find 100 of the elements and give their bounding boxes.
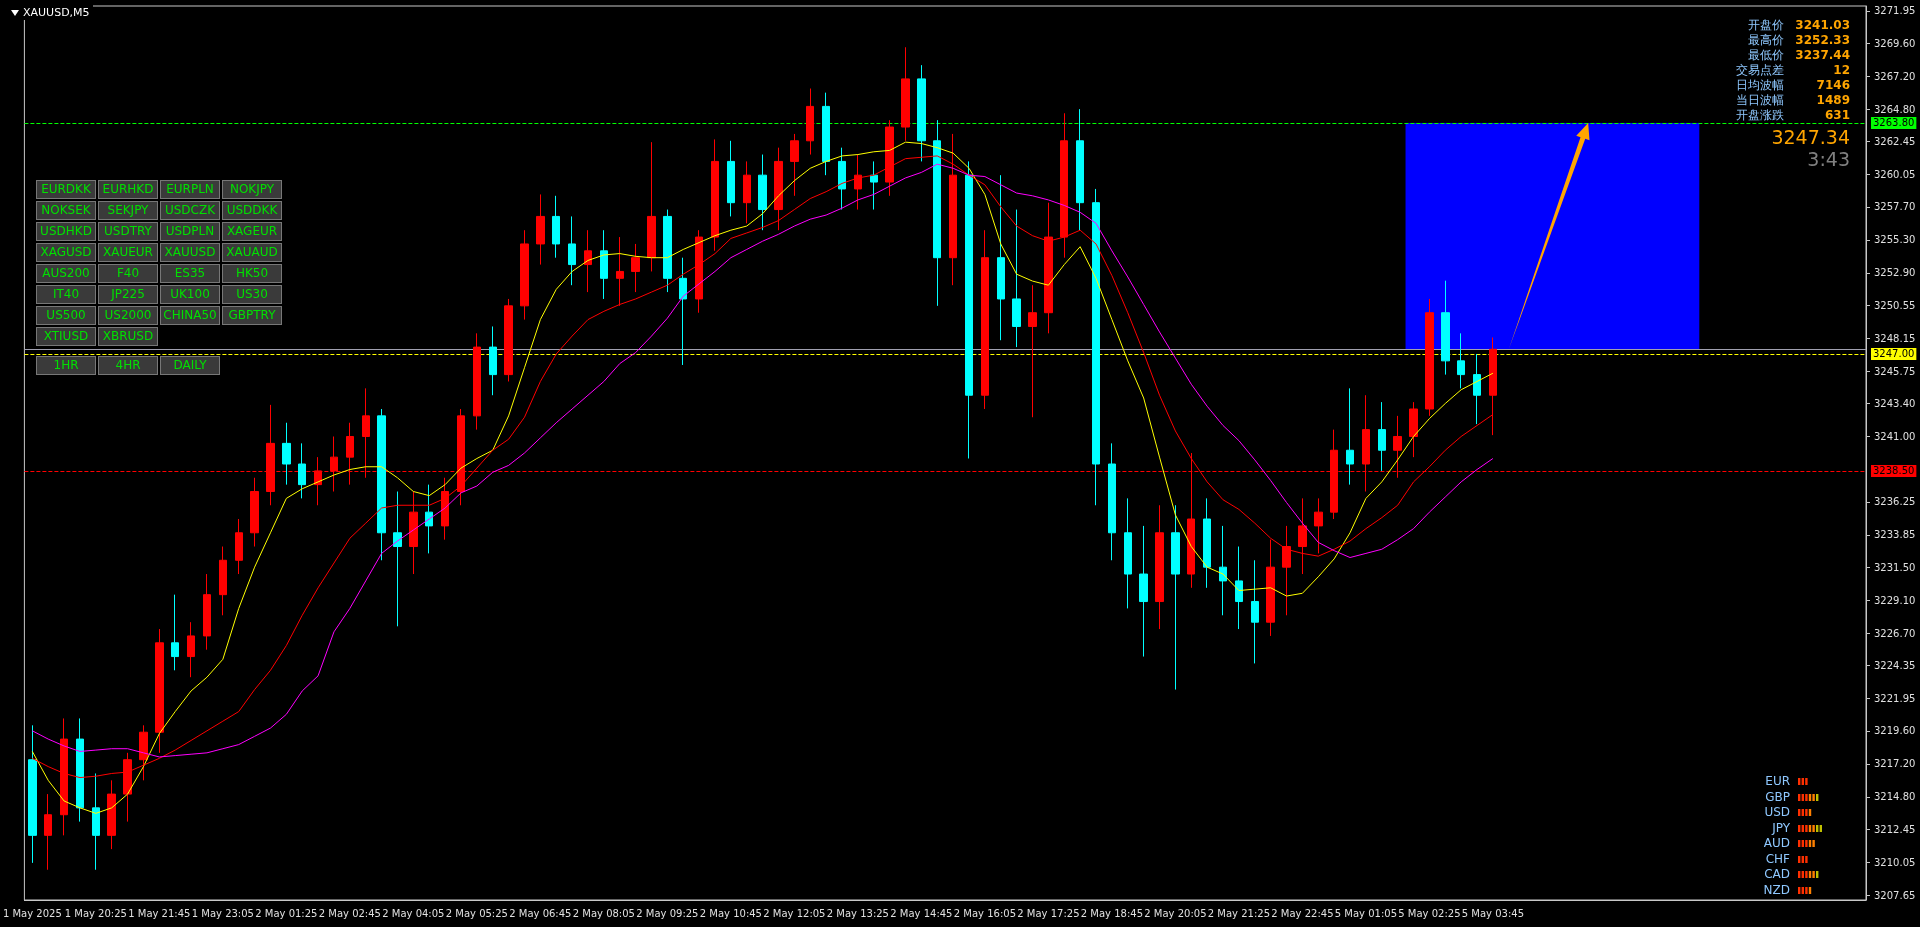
annotation: 3247.34 — [1771, 126, 1850, 148]
candlestick — [711, 138, 719, 252]
candlestick — [155, 628, 164, 754]
button[interactable]: EURPLN — [160, 180, 220, 199]
button[interactable]: USDDKK — [222, 201, 282, 220]
button[interactable]: NOKJPY — [222, 180, 282, 199]
button[interactable]: XTIUSD — [36, 327, 96, 346]
candlestick — [584, 229, 592, 293]
y-tick-label: 3241.00 — [1874, 431, 1916, 442]
button[interactable]: SEKJPY — [98, 201, 158, 220]
x-tick-label: 1 May 20:25 — [64, 907, 127, 919]
x-tick-label: 2 May 08:05 — [572, 907, 635, 919]
candlestick — [235, 518, 243, 575]
button[interactable]: XBRUSD — [98, 327, 158, 346]
button[interactable]: USDTRY — [98, 222, 158, 241]
x-tick-label: 2 May 05:25 — [445, 907, 508, 919]
x-tick-label: 2 May 10:45 — [699, 907, 762, 919]
button[interactable]: JP225 — [98, 285, 158, 304]
button[interactable]: USDCZK — [160, 201, 220, 220]
y-tick-label: 3252.90 — [1874, 267, 1916, 279]
button[interactable]: GBPTRY — [222, 306, 282, 325]
candlestick — [1108, 442, 1116, 561]
button[interactable]: HK50 — [222, 264, 282, 283]
button[interactable]: US500 — [36, 306, 96, 325]
annotation: USD — [1763, 805, 1791, 821]
x-tick-label: 5 May 01:05 — [1334, 907, 1398, 919]
y-tick-label: 3269.60 — [1874, 37, 1916, 49]
button[interactable]: USDPLN — [160, 222, 220, 241]
candlestick — [425, 484, 433, 554]
button[interactable]: IT40 — [36, 285, 96, 304]
candlestick — [1076, 108, 1084, 231]
candlestick — [1473, 353, 1481, 425]
candlestick — [1282, 525, 1291, 616]
button[interactable]: F40 — [98, 264, 158, 283]
button[interactable]: 4HR — [98, 356, 158, 375]
button[interactable]: 1HR — [36, 356, 96, 375]
candlestick — [282, 422, 291, 486]
candlestick — [1409, 401, 1418, 458]
y-tick-label: 3210.05 — [1874, 856, 1916, 868]
candlestick — [171, 594, 179, 671]
button[interactable]: US30 — [222, 285, 282, 304]
x-tick-label: 5 May 03:45 — [1461, 907, 1525, 919]
button[interactable]: UK100 — [160, 285, 220, 304]
y-tick-label: 3231.50 — [1874, 561, 1916, 573]
candlestick — [76, 717, 84, 823]
candlestick — [901, 46, 910, 142]
button[interactable]: XAUEUR — [98, 243, 158, 262]
button[interactable]: US2000 — [98, 306, 158, 325]
candlestick — [250, 477, 259, 548]
x-tick-label: 2 May 20:05 — [1144, 907, 1207, 919]
candlestick — [568, 215, 576, 286]
candlestick — [393, 491, 402, 627]
candlestick — [933, 119, 941, 307]
x-tick-label: 2 May 09:25 — [636, 907, 699, 919]
button[interactable]: NOKSEK — [36, 201, 96, 220]
y-tick-label: 3267.20 — [1874, 70, 1916, 82]
button[interactable]: EURHKD — [98, 180, 158, 199]
button[interactable]: ES35 — [160, 264, 220, 283]
y-tick-label: 3207.65 — [1874, 889, 1916, 901]
x-tick-label: 2 May 06:45 — [509, 907, 572, 919]
candlestick — [1251, 559, 1259, 664]
candlestick — [1346, 387, 1354, 486]
button[interactable]: EURDKK — [36, 180, 96, 199]
annotation: CAD — [1763, 867, 1791, 883]
candlestick — [663, 209, 672, 293]
candlestick — [727, 140, 735, 217]
y-tick-label: 3236.25 — [1874, 496, 1916, 508]
button[interactable]: XAUAUD — [222, 243, 282, 262]
x-tick-label: 2 May 01:25 — [255, 907, 318, 919]
text: 当日波幅 1489 — [1736, 93, 1850, 107]
y-tick-label: 3264.80 — [1874, 103, 1916, 115]
candlestick — [1298, 497, 1307, 575]
candlestick — [997, 174, 1005, 341]
button[interactable]: AUS200 — [36, 264, 96, 283]
button[interactable]: XAGEUR — [222, 222, 282, 241]
y-tick-label: 3214.80 — [1874, 791, 1916, 803]
candlestick — [28, 724, 37, 864]
button[interactable]: XAGUSD — [36, 243, 96, 262]
annotation: GBP — [1764, 789, 1791, 805]
button[interactable]: XAUUSD — [160, 243, 220, 262]
annotation: 开盘价 3241.03 — [1748, 18, 1850, 33]
y-tick-label: 3248.15 — [1874, 332, 1916, 344]
annotation: CHF — [1764, 851, 1791, 867]
ref-line-label: 3238.50 — [1873, 465, 1915, 477]
y-tick-label: 3221.95 — [1874, 693, 1916, 705]
candlestick — [1314, 497, 1323, 554]
y-tick-label: 3271.95 — [1874, 5, 1916, 17]
candlestick — [981, 229, 989, 410]
x-tick-label: 2 May 16:05 — [953, 907, 1016, 919]
button[interactable]: CHINA50 — [160, 306, 220, 325]
y-tick-label: 3255.30 — [1874, 234, 1916, 246]
y-tick-label: 3245.75 — [1874, 365, 1916, 377]
annotation: EUR — [1764, 774, 1791, 790]
y-tick-label: 3257.70 — [1874, 201, 1916, 213]
button[interactable]: USDHKD — [36, 222, 96, 241]
button[interactable]: DAILY — [160, 356, 220, 375]
text: 日均波幅 7146 — [1736, 78, 1850, 92]
candlestick — [489, 325, 497, 396]
candlestick — [758, 154, 767, 231]
candlestick — [647, 141, 656, 272]
